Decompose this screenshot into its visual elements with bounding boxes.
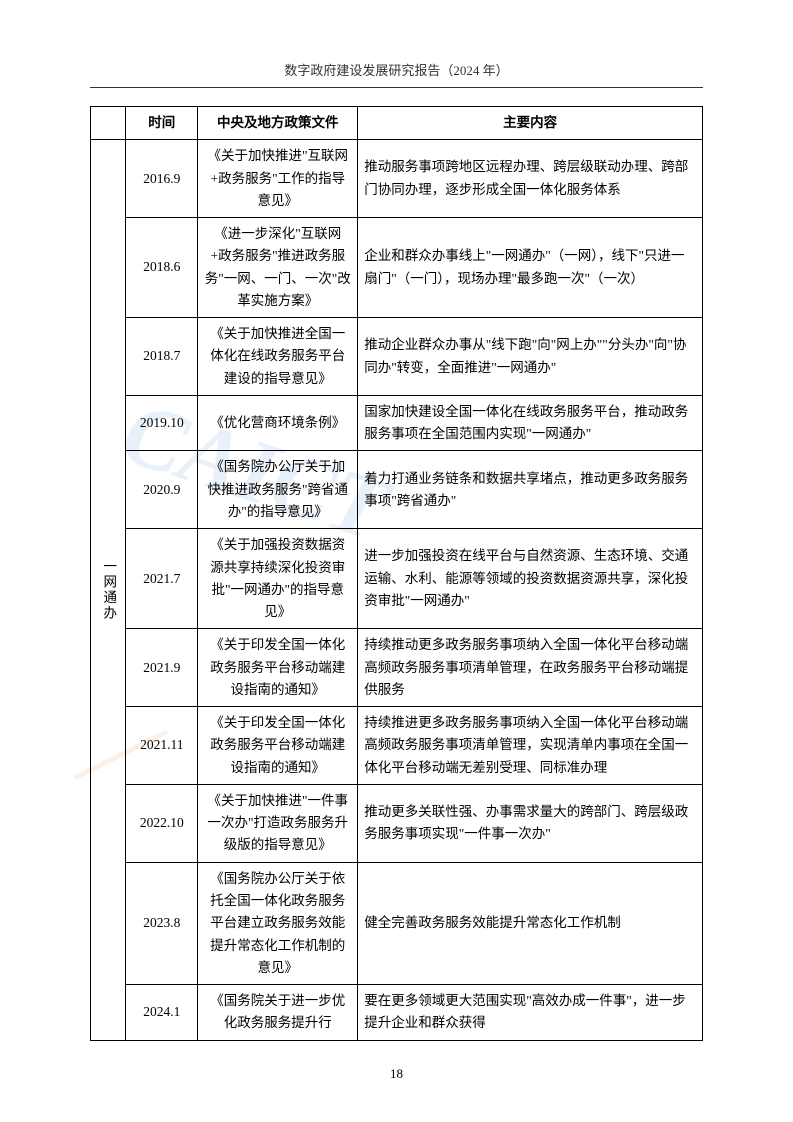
content-cell: 进一步加强投资在线平台与自然资源、生态环境、交通运输、水利、能源等领域的投资数据… [358,529,703,629]
content-cell: 健全完善政务服务效能提升常态化工作机制 [358,862,703,984]
col-header-policy: 中央及地方政策文件 [198,107,358,140]
policy-cell: 《关于加快推进全国一体化在线政务服务平台建设的指导意见》 [198,318,358,396]
content-cell: 国家加快建设全国一体化在线政务服务平台，推动政务服务事项在全国范围内实现"一网通… [358,395,703,451]
content-cell: 着力打通业务链条和数据共享堵点，推动更多政务服务事项"跨省通办" [358,451,703,529]
content-cell: 推动服务事项跨地区远程办理、跨层级联动办理、跨部门协同办理，逐步形成全国一体化服… [358,140,703,218]
page-header: 数字政府建设发展研究报告（2024 年） [90,60,703,88]
policy-cell: 《国务院办公厅关于加快推进政务服务"跨省通办"的指导意见》 [198,451,358,529]
date-cell: 2023.8 [126,862,198,984]
content-cell: 企业和群众办事线上"一网通办"（一网），线下"只进一扇门"（一门），现场办理"最… [358,218,703,318]
date-cell: 2024.1 [126,985,198,1041]
policy-cell: 《关于加快推进"互联网+政务服务"工作的指导意见》 [198,140,358,218]
content-cell: 推动更多关联性强、办事需求量大的跨部门、跨层级政务服务事项实现"一件事一次办" [358,784,703,862]
category-cell: 一网通办 [91,140,126,1040]
policy-table: 时间 中央及地方政策文件 主要内容 一网通办 2016.9 《关于加快推进"互联… [90,106,703,1041]
content-cell: 持续推动更多政务服务事项纳入全国一体化平台移动端高频政务服务事项清单管理，在政务… [358,629,703,707]
policy-cell: 《关于印发全国一体化政务服务平台移动端建设指南的通知》 [198,629,358,707]
date-cell: 2018.6 [126,218,198,318]
date-cell: 2021.7 [126,529,198,629]
policy-cell: 《优化营商环境条例》 [198,395,358,451]
content-cell: 要在更多领域更大范围实现"高效办成一件事"，进一步提升企业和群众获得 [358,985,703,1041]
policy-cell: 《国务院关于进一步优化政务服务提升行 [198,985,358,1041]
col-header-content: 主要内容 [358,107,703,140]
policy-cell: 《进一步深化"互联网+政务服务"推进政务服务"一网、一门、一次"改革实施方案》 [198,218,358,318]
policy-cell: 《关于印发全国一体化政务服务平台移动端建设指南的通知》 [198,707,358,785]
col-header-date: 时间 [126,107,198,140]
date-cell: 2016.9 [126,140,198,218]
col-header-empty [91,107,126,140]
policy-cell: 《关于加强投资数据资源共享持续深化投资审批"一网通办"的指导意见》 [198,529,358,629]
date-cell: 2021.9 [126,629,198,707]
policy-cell: 《关于加快推进"一件事一次办"打造政务服务升级版的指导意见》 [198,784,358,862]
content-cell: 持续推进更多政务服务事项纳入全国一体化平台移动端高频政务服务事项清单管理，实现清… [358,707,703,785]
date-cell: 2021.11 [126,707,198,785]
date-cell: 2022.10 [126,784,198,862]
date-cell: 2020.9 [126,451,198,529]
policy-cell: 《国务院办公厅关于依托全国一体化政务服务平台建立政务服务效能提升常态化工作机制的… [198,862,358,984]
date-cell: 2019.10 [126,395,198,451]
content-cell: 推动企业群众办事从"线下跑"向"网上办""分头办"向"协同办"转变，全面推进"一… [358,318,703,396]
date-cell: 2018.7 [126,318,198,396]
